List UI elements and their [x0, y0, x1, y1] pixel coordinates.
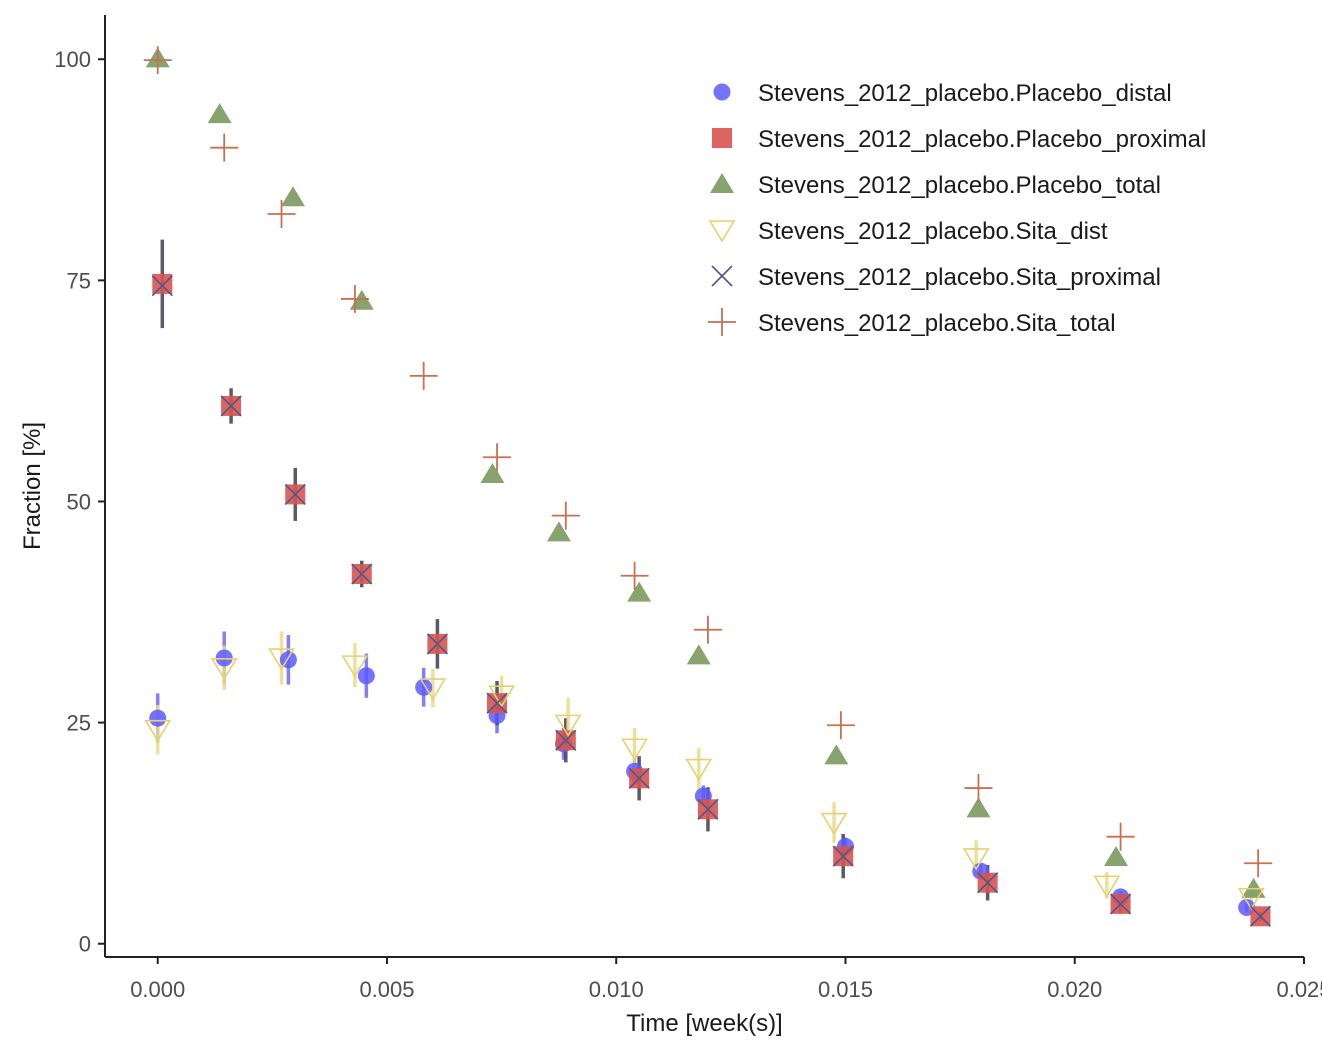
y-tick-label: 75 — [67, 268, 91, 293]
data-point — [685, 758, 713, 782]
data-point — [697, 798, 719, 820]
data-point — [284, 483, 306, 505]
data-point — [832, 845, 854, 867]
data-point — [627, 581, 652, 602]
legend-label: Stevens_2012_placebo.Sita_dist — [758, 218, 1108, 245]
legend: Stevens_2012_placebo.Placebo_distal Steve… — [708, 80, 1206, 337]
series-circle — [149, 649, 1256, 916]
data-point — [486, 692, 508, 714]
legend-item: Stevens_2012_placebo.Placebo_proximal — [712, 126, 1206, 153]
y-tick-label: 50 — [67, 489, 91, 514]
y-axis-ticks: 0 25 50 75 100 — [54, 47, 105, 957]
data-point — [693, 615, 722, 644]
y-tick-label: 100 — [54, 47, 91, 72]
legend-key — [712, 128, 732, 148]
data-point — [1249, 905, 1272, 927]
data-point — [151, 275, 173, 297]
data-point — [546, 521, 571, 542]
legend-key — [710, 173, 734, 193]
data-point — [1241, 877, 1266, 898]
x-tick-label: 0.005 — [359, 977, 414, 1002]
data-point — [144, 719, 172, 743]
data-point — [483, 443, 512, 472]
data-point — [966, 797, 991, 818]
data-point — [964, 774, 993, 803]
data-point — [357, 667, 375, 685]
data-point — [554, 714, 582, 737]
data-point — [1244, 849, 1273, 878]
series-square — [152, 273, 1271, 927]
data-point — [220, 395, 242, 417]
data-point — [480, 463, 505, 484]
data-point — [267, 200, 296, 229]
data-point — [621, 738, 648, 761]
legend-item: Stevens_2012_placebo.Placebo_total — [710, 172, 1161, 199]
data-point — [279, 651, 297, 669]
data-point — [1237, 887, 1265, 911]
data-point — [977, 872, 999, 894]
data-point — [628, 767, 650, 789]
series-triangle — [145, 47, 1266, 898]
data-point — [551, 501, 580, 530]
x-tick-label: 0.000 — [130, 977, 185, 1002]
x-axis-ticks: 0.000 0.005 0.010 0.015 0.020 0.025 — [130, 957, 1322, 1002]
data-points — [143, 46, 1273, 927]
data-point — [555, 729, 577, 751]
data-point — [419, 678, 447, 701]
legend-item: Stevens_2012_placebo.Sita_total — [708, 308, 1116, 337]
y-tick-label: 0 — [79, 932, 91, 957]
legend-key — [708, 220, 736, 243]
data-point — [824, 744, 849, 765]
data-point — [280, 186, 305, 207]
data-point — [149, 709, 167, 727]
y-axis-title: Fraction [%] — [19, 422, 46, 550]
data-point — [210, 657, 238, 681]
legend-key — [708, 308, 736, 336]
data-point — [409, 361, 438, 390]
data-point — [210, 133, 239, 162]
legend-item: Stevens_2012_placebo.Sita_proximal — [711, 264, 1161, 291]
legend-label: Stevens_2012_placebo.Placebo_total — [758, 172, 1161, 199]
series-plus — [143, 46, 1273, 878]
data-point — [620, 561, 649, 590]
data-point — [351, 563, 373, 585]
legend-label: Stevens_2012_placebo.Sita_total — [758, 310, 1116, 337]
data-point — [488, 685, 516, 708]
series-x — [151, 275, 1272, 927]
data-point — [826, 711, 855, 740]
x-tick-label: 0.015 — [818, 977, 873, 1002]
axes: 0.000 0.005 0.010 0.015 0.020 0.025 0 25 50 75 10… — [54, 15, 1322, 1002]
data-point — [341, 655, 369, 678]
x-axis-title: Time [week(s)] — [626, 1010, 782, 1037]
legend-key — [713, 83, 731, 101]
legend-item: Stevens_2012_placebo.Placebo_distal — [713, 80, 1172, 107]
data-point — [152, 273, 173, 294]
legend-key — [711, 265, 733, 287]
data-point — [1093, 875, 1121, 898]
legend-label: Stevens_2012_placebo.Placebo_distal — [758, 80, 1172, 107]
data-point — [268, 648, 295, 671]
data-point — [143, 46, 172, 75]
data-point — [1104, 846, 1129, 867]
series-triangle-down — [144, 648, 1265, 911]
data-point — [207, 103, 232, 124]
x-tick-label: 0.025 — [1276, 977, 1322, 1002]
data-point — [340, 284, 369, 313]
data-point — [1106, 822, 1135, 851]
y-tick-label: 25 — [67, 711, 91, 736]
legend-label: Stevens_2012_placebo.Sita_proximal — [758, 264, 1161, 291]
data-point — [820, 812, 848, 836]
x-tick-label: 0.010 — [589, 977, 644, 1002]
data-point — [686, 644, 711, 665]
data-point — [962, 848, 990, 871]
data-point — [426, 633, 448, 655]
data-point — [1110, 893, 1132, 915]
legend-label: Stevens_2012_placebo.Placebo_proximal — [758, 126, 1206, 153]
x-tick-label: 0.020 — [1047, 977, 1102, 1002]
legend-item: Stevens_2012_placebo.Sita_dist — [708, 218, 1108, 245]
